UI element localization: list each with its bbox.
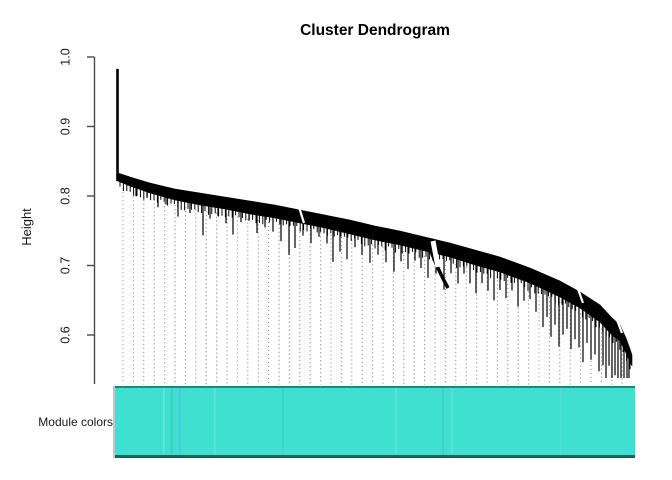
y-tick-label: 0.8 [58,187,72,204]
y-tick-label: 1.0 [58,48,72,65]
dendrogram-band [117,172,633,367]
module-bar-bottom-border [115,455,635,458]
module-bar-stripe [171,388,173,455]
module-colors-label: Module colors [38,415,113,429]
y-tick-label: 0.7 [58,257,72,274]
dendrogram-white-notch [615,319,624,334]
module-colors-bar [113,386,635,458]
dendrogram-white-notch [576,288,585,304]
module-bar-fill [115,386,635,458]
module-bar-stripe [179,388,181,455]
y-tick-label: 0.9 [58,118,72,135]
module-bar-stripe [442,388,444,455]
dendrogram [116,68,633,378]
dendrogram-white-notch [297,206,306,224]
dendrogram-merge-curve [427,245,450,289]
module-bar-top-border [115,386,635,388]
plot-title: Cluster Dendrogram [300,22,450,39]
module-bar-left-edge [113,386,115,458]
y-axis: 1.0 0.9 0.8 0.7 0.6 [58,48,96,384]
module-bar-stripe [163,388,165,455]
y-axis-label: Height [19,208,34,246]
module-bar-stripe [282,388,284,455]
module-bar-stripe [451,388,453,455]
y-tick-label: 0.6 [58,326,72,343]
module-bar-stripe [395,388,397,455]
dendrogram-white-notch [430,240,441,268]
module-bar-stripe [214,388,216,455]
module-bar-stripe [560,388,562,455]
dendrogram-spikes [119,175,631,378]
leaf-guide-lines [122,188,623,385]
